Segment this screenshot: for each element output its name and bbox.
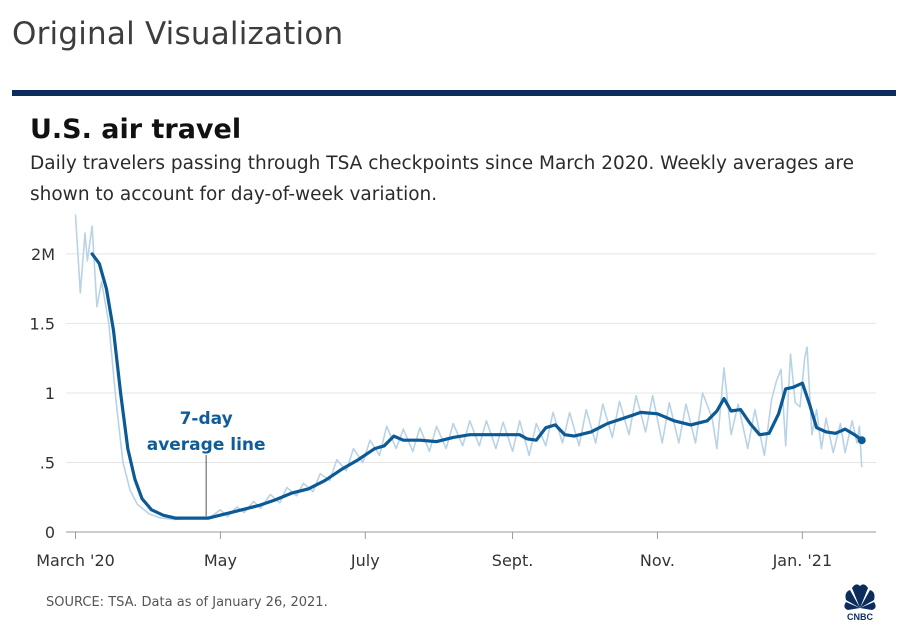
x-tick-label: March '20 (36, 551, 115, 570)
y-tick-label: 0 (45, 523, 55, 542)
annotation-label: 7-day (180, 409, 233, 429)
x-tick-label: May (204, 551, 237, 570)
series-lines (74, 214, 866, 521)
cnbc-peacock-logo: CNBC (844, 584, 876, 622)
svg-text:CNBC: CNBC (847, 612, 873, 622)
y-tick-label: .5 (40, 453, 55, 472)
chart-subtitle: Daily travelers passing through TSA chec… (30, 153, 854, 205)
x-tick-label: Nov. (640, 551, 675, 570)
gridlines (66, 253, 876, 533)
x-tick-label: Sept. (492, 551, 534, 570)
seven-day-average-line (90, 252, 864, 520)
y-axis-tick-labels: 0 .5 1 1.5 2M (30, 245, 55, 542)
x-axis-ticks: March '20 May July Sept. Nov. Jan. '21 (36, 532, 832, 570)
annotation: 7-day average line (147, 409, 266, 517)
chart-title: U.S. air travel (30, 114, 242, 145)
y-tick-label: 1.5 (30, 314, 55, 333)
daily-travelers-line (74, 214, 863, 521)
y-tick-label: 1 (45, 384, 55, 403)
y-tick-label: 2M (31, 245, 55, 264)
source-note: SOURCE: TSA. Data as of January 26, 2021… (46, 595, 328, 610)
latest-value-marker (857, 436, 866, 445)
annotation-label: average line (147, 435, 266, 455)
x-tick-label: July (350, 551, 380, 570)
x-tick-label: Jan. '21 (772, 551, 833, 570)
page-header-label: Original Visualization (12, 16, 344, 52)
header-rule (12, 90, 896, 96)
